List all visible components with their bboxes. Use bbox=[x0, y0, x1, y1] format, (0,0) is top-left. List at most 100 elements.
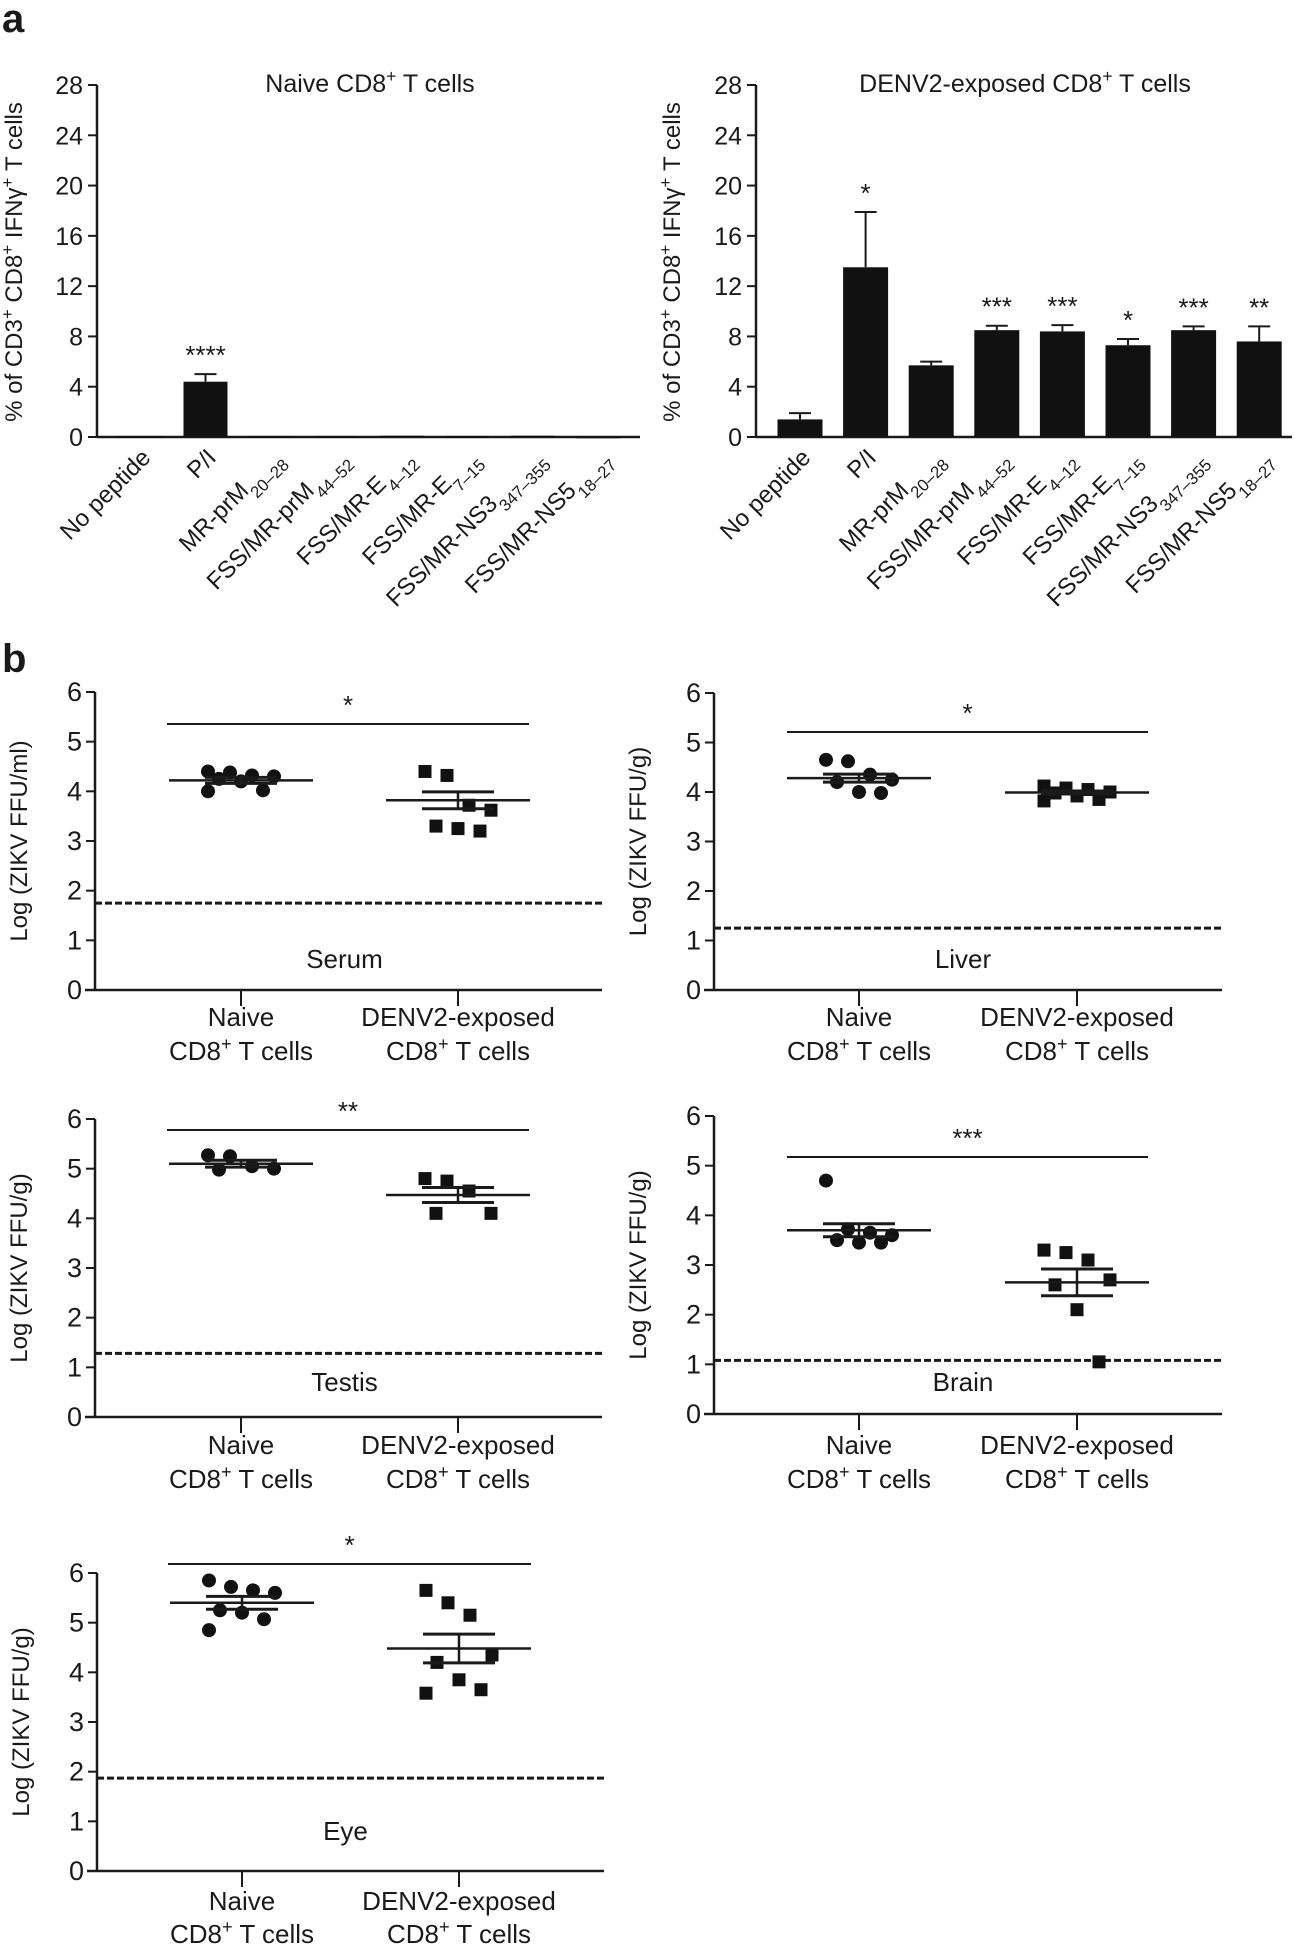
text-segment: T cells bbox=[850, 1036, 931, 1066]
category-label: P/I bbox=[182, 444, 222, 484]
bar bbox=[445, 435, 490, 438]
bar bbox=[974, 330, 1020, 437]
text-segment: CD8 bbox=[386, 1036, 438, 1066]
bar bbox=[1171, 330, 1217, 437]
data-point bbox=[1092, 792, 1106, 806]
y-tick-label: 0 bbox=[728, 424, 742, 452]
text-segment: CD8 bbox=[659, 255, 686, 310]
text-segment: T cells bbox=[1113, 70, 1191, 98]
data-point bbox=[245, 768, 259, 783]
y-tick-label: 4 bbox=[686, 1200, 701, 1230]
text-segment: CD8 bbox=[170, 1919, 222, 1949]
data-point bbox=[819, 752, 833, 767]
y-tick-label: 6 bbox=[686, 1101, 701, 1131]
significance-label: * bbox=[861, 178, 871, 208]
y-tick-label: 0 bbox=[67, 1402, 82, 1432]
y-tick-label: 4 bbox=[728, 374, 742, 402]
data-point bbox=[874, 1235, 888, 1250]
y-tick-label: 20 bbox=[714, 173, 742, 201]
y-axis-label: Log (ZIKV FFU/g) bbox=[6, 1173, 33, 1362]
y-tick-label: 5 bbox=[67, 727, 82, 757]
data-point bbox=[257, 1612, 271, 1627]
data-point bbox=[246, 1583, 260, 1598]
bar bbox=[576, 436, 621, 439]
data-point bbox=[852, 785, 866, 799]
text-segment: T cells bbox=[850, 1464, 931, 1494]
data-point bbox=[452, 1673, 466, 1687]
data-point bbox=[852, 1235, 866, 1250]
text-segment: T cells bbox=[396, 70, 474, 98]
text-segment: IFNγ bbox=[659, 188, 686, 245]
text-segment: CD8 bbox=[386, 1464, 438, 1494]
text-segment: T cells bbox=[450, 1919, 531, 1949]
text-sup: + bbox=[221, 1034, 232, 1054]
y-axis-label: Log (ZIKV FFU/ml) bbox=[6, 740, 33, 941]
bar bbox=[843, 267, 889, 437]
significance-label: *** bbox=[1047, 291, 1077, 321]
text-segment: DENV2-exposed CD8 bbox=[859, 70, 1102, 98]
data-point bbox=[419, 1583, 433, 1597]
text-segment: Naive bbox=[209, 1886, 275, 1916]
data-point bbox=[463, 1608, 477, 1622]
chart-title: DENV2-exposed CD8+ T cells bbox=[859, 66, 1191, 98]
data-point bbox=[429, 819, 443, 833]
text-segment: CD8 bbox=[1005, 1464, 1057, 1494]
y-tick-label: 0 bbox=[69, 424, 83, 452]
text-sup: + bbox=[0, 178, 17, 188]
data-point bbox=[201, 784, 215, 799]
y-tick-label: 4 bbox=[686, 777, 701, 807]
bar bbox=[511, 435, 555, 438]
y-tick-label: 12 bbox=[55, 273, 83, 301]
text-segment: CD8 bbox=[1005, 1036, 1057, 1066]
y-tick-label: 1 bbox=[686, 926, 701, 956]
y-axis-label: % of CD3+ CD8+ IFNγ+ T cells bbox=[656, 102, 687, 422]
data-point bbox=[1092, 1355, 1106, 1369]
bar bbox=[249, 436, 293, 438]
text-segment: Log (ZIKV FFU/g) bbox=[625, 1170, 652, 1359]
text-segment: CD8 bbox=[169, 1036, 221, 1066]
text-sup: + bbox=[438, 1462, 449, 1482]
significance-label: * bbox=[1123, 305, 1133, 335]
data-point bbox=[418, 764, 432, 778]
y-tick-label: 1 bbox=[67, 1352, 82, 1382]
text-segment: T cells bbox=[233, 1919, 314, 1949]
significance-label: *** bbox=[982, 292, 1012, 322]
chart-title: Naive CD8+ T cells bbox=[265, 66, 474, 98]
group-label: Naive bbox=[208, 1002, 274, 1032]
y-tick-label: 0 bbox=[686, 1399, 701, 1429]
y-tick-label: 2 bbox=[69, 1757, 84, 1787]
text-segment: T cells bbox=[1068, 1464, 1149, 1494]
data-point bbox=[484, 1206, 498, 1220]
text-sup: + bbox=[439, 1917, 450, 1937]
text-segment: T cells bbox=[449, 1464, 530, 1494]
data-point bbox=[202, 1623, 216, 1638]
text-segment: Log (ZIKV FFU/g) bbox=[6, 1173, 33, 1362]
text-segment: T cells bbox=[232, 1464, 313, 1494]
y-tick-label: 4 bbox=[67, 1203, 82, 1233]
group-label: CD8+ T cells bbox=[170, 1917, 314, 1949]
text-segment: Log (ZIKV FFU/g) bbox=[8, 1627, 35, 1816]
bar bbox=[118, 436, 162, 438]
group-label: DENV2-exposed bbox=[980, 1430, 1174, 1460]
text-sup: + bbox=[0, 309, 17, 319]
significance-label: * bbox=[344, 1530, 354, 1560]
y-tick-label: 1 bbox=[69, 1806, 84, 1836]
category-label: No peptide bbox=[55, 444, 156, 545]
y-tick-label: 20 bbox=[55, 173, 83, 201]
text-segment: DENV2-exposed bbox=[362, 1886, 556, 1916]
significance-label: ** bbox=[338, 1096, 358, 1126]
y-axis-label: Log (ZIKV FFU/g) bbox=[8, 1627, 35, 1816]
data-point bbox=[474, 1683, 488, 1697]
y-axis-label: % of CD3+ CD8+ IFNγ+ T cells bbox=[0, 102, 28, 422]
y-tick-label: 8 bbox=[728, 323, 742, 351]
bar bbox=[380, 435, 424, 438]
text-segment: DENV2-exposed bbox=[361, 1430, 555, 1460]
text-segment: Naive bbox=[826, 1002, 892, 1032]
group-label: Naive bbox=[209, 1886, 275, 1916]
text-sup: + bbox=[839, 1462, 850, 1482]
